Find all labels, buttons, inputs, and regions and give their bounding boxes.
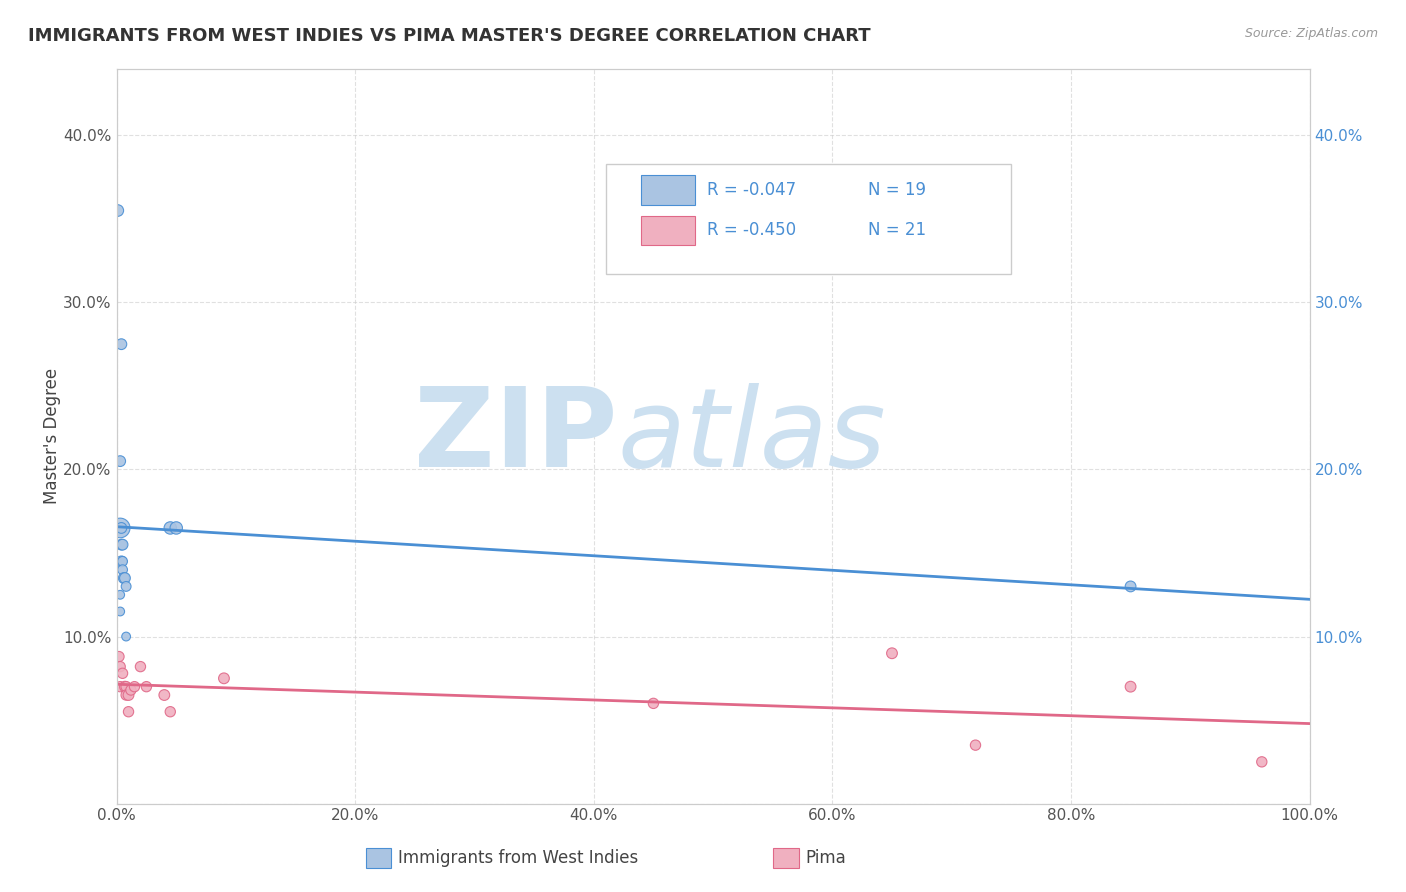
Point (115, 579, 138, 593)
Text: R = -0.450: R = -0.450 (707, 221, 796, 239)
Point (111, 538, 134, 552)
Point (643, 697, 665, 711)
Point (107, 203, 129, 218)
Point (115, 630, 138, 644)
Point (117, 688, 139, 702)
Point (110, 521, 132, 535)
Point (117, 705, 139, 719)
Point (108, 454, 131, 468)
Point (111, 554, 134, 568)
Text: ZIP: ZIP (415, 383, 617, 490)
Point (108, 605, 131, 619)
Text: N = 21: N = 21 (868, 221, 927, 239)
Point (110, 538, 132, 552)
Point (153, 688, 176, 702)
Point (212, 671, 235, 685)
Point (120, 683, 142, 698)
Point (880, 646, 903, 660)
Point (111, 666, 134, 681)
Point (110, 554, 132, 568)
Point (111, 563, 134, 577)
Point (124, 680, 146, 694)
FancyBboxPatch shape (606, 164, 1011, 275)
Point (108, 649, 131, 664)
Point (108, 680, 131, 694)
Point (115, 680, 138, 694)
Point (159, 705, 181, 719)
Point (108, 521, 131, 535)
Point (108, 659, 131, 673)
Point (114, 571, 136, 585)
Point (115, 688, 138, 702)
FancyBboxPatch shape (641, 216, 695, 245)
Point (110, 337, 132, 351)
Point (1119, 680, 1142, 694)
Point (108, 588, 131, 602)
Text: Pima: Pima (806, 849, 846, 867)
Y-axis label: Master's Degree: Master's Degree (44, 368, 60, 504)
Text: N = 19: N = 19 (868, 181, 927, 199)
Point (165, 521, 187, 535)
Text: atlas: atlas (617, 383, 886, 490)
Point (112, 571, 135, 585)
Text: Immigrants from West Indies: Immigrants from West Indies (398, 849, 638, 867)
Point (135, 680, 157, 694)
Point (129, 659, 152, 673)
Text: IMMIGRANTS FROM WEST INDIES VS PIMA MASTER'S DEGREE CORRELATION CHART: IMMIGRANTS FROM WEST INDIES VS PIMA MAST… (28, 27, 870, 45)
Point (1119, 579, 1142, 593)
Text: R = -0.047: R = -0.047 (707, 181, 796, 199)
FancyBboxPatch shape (641, 175, 695, 204)
Point (1250, 755, 1272, 769)
Text: Source: ZipAtlas.com: Source: ZipAtlas.com (1244, 27, 1378, 40)
Point (114, 680, 136, 694)
Point (159, 521, 181, 535)
Point (965, 738, 987, 752)
